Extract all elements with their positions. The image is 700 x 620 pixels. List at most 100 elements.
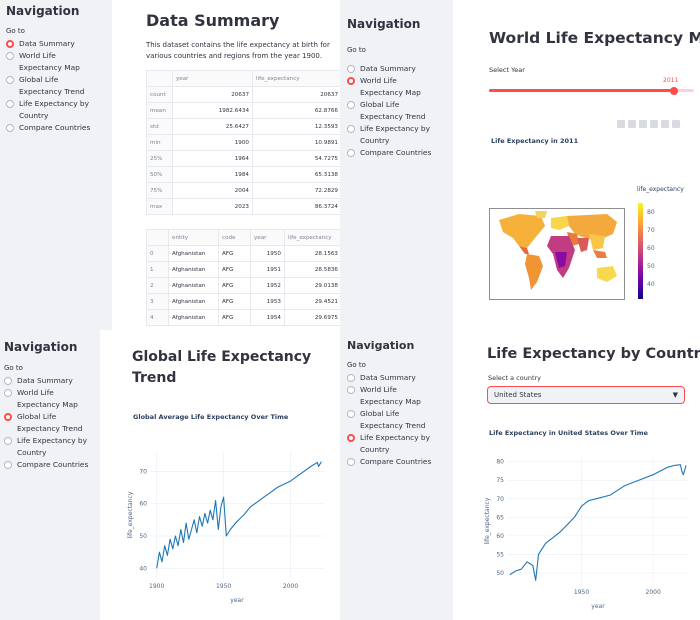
global-trend-line-chart[interactable]: 40 50 60 70 1900 1950 2000 year life_expectancy [126,446,330,606]
table-header[interactable]: entity [168,229,219,246]
table-cell: AFG [218,309,251,326]
reset-icon[interactable] [672,120,680,128]
nav-option-by-country[interactable]: Life Expectancy by Country [4,435,98,459]
nav-option-data-summary[interactable]: Data Summary [6,38,106,50]
table-cell: 2004 [172,182,253,199]
year-slider-thumb[interactable] [669,86,678,95]
nav-radio-group: Data Summary World Life Expectancy Map G… [347,63,451,159]
table-row: 25% 1964 54.7275 [146,150,340,167]
slider-label: Select Year [489,66,525,74]
zoom-in-icon[interactable] [639,120,647,128]
nav-option-global-trend[interactable]: Global Life Expectancy Trend [347,408,451,432]
table-row: 1 Afghanistan AFG 1951 28.5836 [146,261,340,278]
y-axis-label: life_expectancy [127,491,134,538]
table-row: 50% 1984 65.3138 [146,166,340,183]
radio-icon [4,377,12,385]
x-tick-label: 2000 [646,589,661,596]
radio-icon [6,124,14,132]
zoom-out-icon[interactable] [650,120,658,128]
nav-option-compare[interactable]: Compare Countries [4,459,98,471]
radio-icon [4,437,12,445]
table-cell: Afghanistan [168,293,219,310]
table-cell: 65.3138 [252,166,340,183]
table-header-row: year life_expectancy [146,70,340,87]
nav-option-world-map[interactable]: World Life Expectancy Map [347,384,451,408]
table-row: min 1900 10.9891 [146,134,340,151]
table-cell: 50% [146,166,173,183]
table-header[interactable]: year [250,229,285,246]
main-panel-3: Global Life Expectancy Trend Global Aver… [100,330,340,620]
y-tick-label: 65 [496,514,504,521]
country-select[interactable]: United States ▼ [487,386,685,404]
nav-option-data-summary[interactable]: Data Summary [347,372,451,384]
autoscale-icon[interactable] [661,120,669,128]
table-cell: max [146,198,173,215]
table-cell: 1953 [250,293,285,310]
pan-icon[interactable] [628,120,636,128]
table-row: 3 Afghanistan AFG 1953 29.4521 [146,293,340,310]
table-cell: Afghanistan [168,245,219,262]
page-title: World Life Expectancy Map [489,29,700,47]
country-chart-title: Life Expectancy in United States Over Ti… [489,429,648,437]
table-row: mean 1982.6434 62.8766 [146,102,340,119]
table-cell: 75% [146,182,173,199]
x-tick-label: 1900 [149,583,164,590]
table-cell: 29.6975 [284,309,340,326]
series-line [509,464,687,581]
nav-option-global-trend[interactable]: Global Life Expectancy Trend [6,74,106,98]
table-header[interactable]: life_expectancy [284,229,340,246]
slider-value: 2011 [663,77,679,84]
country-select-value: United States [494,391,542,399]
page-title-line-2: Trend [132,370,177,386]
nav-title: Navigation [6,4,80,18]
nav-option-world-map[interactable]: World Life Expectancy Map [6,50,106,74]
radio-icon [4,461,12,469]
y-axis-label: life_expectancy [484,497,491,544]
table-row: 75% 2004 72.2829 [146,182,340,199]
camera-icon[interactable] [617,120,625,128]
colorbar-tick-label: 70 [647,227,655,234]
nav-option-global-trend[interactable]: Global Life Expectancy Trend [347,99,451,123]
sidebar-panel-2: Navigation Go to Data Summary World Life… [340,0,453,330]
year-slider-track[interactable] [489,89,674,92]
radio-icon [347,386,355,394]
table-row: 0 Afghanistan AFG 1950 28.1563 [146,245,340,262]
table-cell: 12.3593 [252,118,340,135]
sidebar-panel-4: Navigation Go to Data Summary World Life… [340,330,453,620]
nav-option-compare[interactable]: Compare Countries [347,456,451,468]
table-row: std 25.6427 12.3593 [146,118,340,135]
table-cell: AFG [218,293,251,310]
table-cell: Afghanistan [168,309,219,326]
world-choropleth-map[interactable] [489,208,625,300]
nav-option-by-country[interactable]: Life Expectancy by Country [347,123,451,147]
nav-option-global-trend[interactable]: Global Life Expectancy Trend [4,411,98,435]
colorbar-tick-label: 80 [647,209,655,216]
radio-icon [347,458,355,466]
radio-selected-icon [347,434,355,442]
nav-option-by-country[interactable]: Life Expectancy by Country [347,432,451,456]
table-header[interactable]: life_expectancy [252,70,340,87]
table-header[interactable]: year [172,70,253,87]
nav-option-world-map[interactable]: World Life Expectancy Map [4,387,98,411]
nav-option-data-summary[interactable]: Data Summary [4,375,98,387]
nav-option-data-summary[interactable]: Data Summary [347,63,451,75]
table-header [146,229,169,246]
nav-option-by-country[interactable]: Life Expectancy by Country [6,98,106,122]
data-preview-table: entity code year life_expectancy 0 Afghan… [146,229,340,326]
radio-icon [347,374,355,382]
table-header[interactable]: code [218,229,251,246]
table-row: count 20637 20637 [146,86,340,103]
table-cell: 4 [146,309,169,326]
table-cell: Afghanistan [168,277,219,294]
nav-option-compare[interactable]: Compare Countries [6,122,106,134]
table-cell: 1 [146,261,169,278]
nav-option-world-map[interactable]: World Life Expectancy Map [347,75,451,99]
goto-label: Go to [4,364,23,372]
table-header [146,70,173,87]
select-label: Select a country [488,374,542,382]
radio-icon [4,389,12,397]
nav-option-compare[interactable]: Compare Countries [347,147,451,159]
map-chart-title: Life Expectancy in 2011 [491,137,579,145]
table-cell: 2023 [172,198,253,215]
country-line-chart[interactable]: 50 55 60 65 70 75 80 1950 2000 year life_expectanc… [483,452,695,612]
